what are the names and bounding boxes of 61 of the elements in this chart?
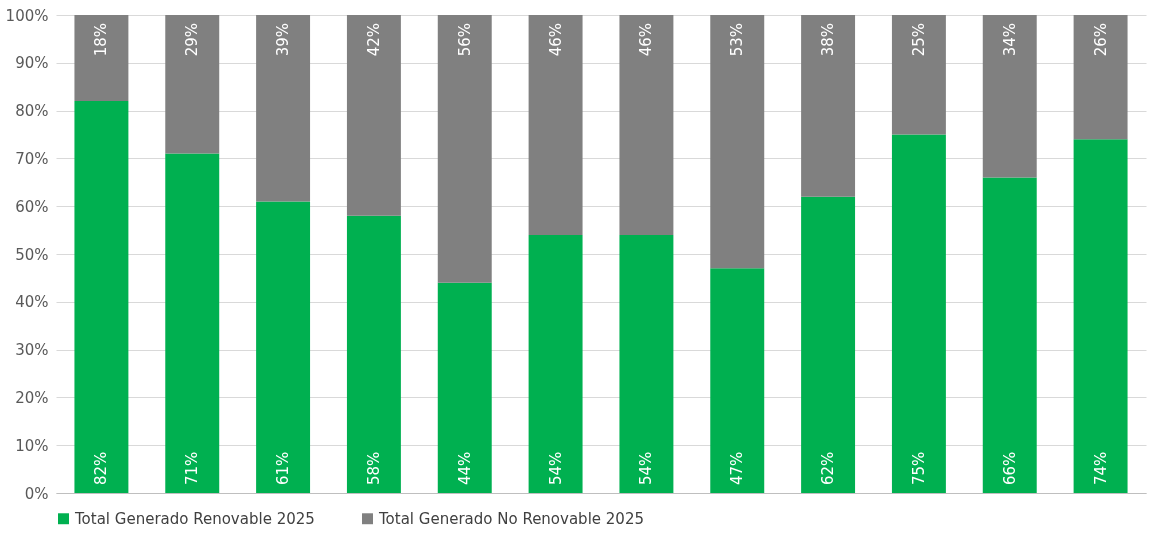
y-tick-label: 50% <box>15 245 49 264</box>
bar <box>256 201 311 493</box>
y-tick-label: 0% <box>24 484 49 503</box>
bar <box>437 282 492 493</box>
y-tick-label: 90% <box>15 54 49 73</box>
y-tick-label: 20% <box>15 388 49 407</box>
data-label: 26% <box>1091 23 1110 57</box>
y-tick-label: 100% <box>5 6 49 25</box>
data-label: 75% <box>909 451 928 485</box>
bar <box>801 196 856 493</box>
data-label: 29% <box>183 23 202 57</box>
data-label: 34% <box>1000 23 1019 57</box>
bar <box>982 177 1037 493</box>
bar <box>891 134 946 493</box>
data-label: 54% <box>637 451 656 485</box>
y-tick-label: 60% <box>15 197 49 216</box>
data-label: 62% <box>819 451 838 485</box>
bar <box>982 15 1037 178</box>
bar <box>165 153 220 493</box>
bar <box>619 15 674 235</box>
data-label: 58% <box>364 451 383 485</box>
data-label: 53% <box>728 23 747 57</box>
data-label: 44% <box>455 451 474 485</box>
data-label: 54% <box>546 451 565 485</box>
data-label: 56% <box>455 23 474 57</box>
bar <box>619 234 674 493</box>
bar <box>346 15 401 216</box>
data-label: 66% <box>1000 451 1019 485</box>
bar <box>437 15 492 283</box>
y-tick-label: 80% <box>15 102 49 121</box>
bar <box>891 15 946 135</box>
bar <box>528 15 583 235</box>
data-label: 18% <box>92 23 111 57</box>
bar <box>1073 139 1128 493</box>
data-label: 39% <box>274 23 293 57</box>
bar <box>1073 15 1128 140</box>
legend-label: Total Generado Renovable 2025 <box>74 509 315 528</box>
data-label: 46% <box>637 23 656 57</box>
bar <box>528 234 583 493</box>
legend-label: Total Generado No Renovable 2025 <box>378 509 644 528</box>
data-label: 25% <box>909 23 928 57</box>
bar <box>165 15 220 154</box>
y-tick-label: 70% <box>15 149 49 168</box>
data-label: 82% <box>92 451 111 485</box>
bar <box>801 15 856 197</box>
data-label: 47% <box>728 451 747 485</box>
bar <box>710 268 765 493</box>
y-tick-label: 40% <box>15 293 49 312</box>
data-label: 42% <box>364 23 383 57</box>
bar <box>256 15 311 202</box>
data-label: 61% <box>274 451 293 485</box>
bar <box>74 101 129 493</box>
y-tick-label: 10% <box>15 436 49 455</box>
bar <box>74 15 129 102</box>
data-label: 46% <box>546 23 565 57</box>
y-tick-label: 30% <box>15 341 49 360</box>
bar <box>710 15 765 269</box>
data-label: 38% <box>819 23 838 57</box>
data-label: 74% <box>1091 451 1110 485</box>
data-label: 71% <box>183 451 202 485</box>
bar <box>346 215 401 493</box>
